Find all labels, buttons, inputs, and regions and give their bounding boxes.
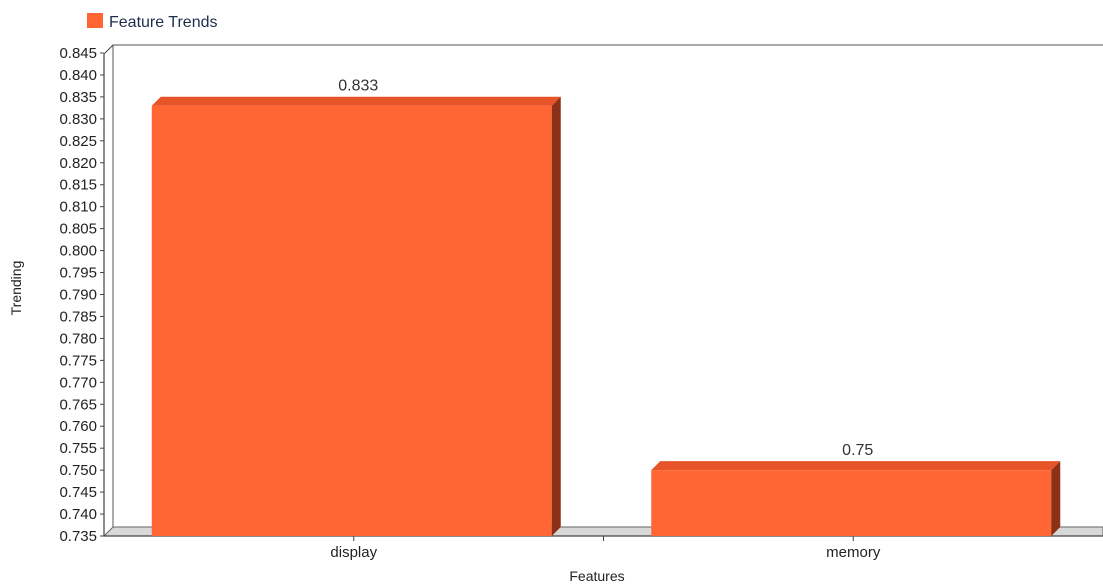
x-axis-ticks: display memory <box>330 536 881 561</box>
y-tick-label: 0.840 <box>59 67 97 84</box>
bar-value-label: 0.75 <box>842 442 873 459</box>
y-tick-label: 0.775 <box>59 352 97 369</box>
y-tick-label: 0.785 <box>59 308 97 325</box>
y-axis-title: Trending <box>8 261 24 316</box>
y-tick-label: 0.815 <box>59 177 97 194</box>
bar-value-label: 0.833 <box>338 78 378 95</box>
y-tick-label: 0.845 <box>59 45 97 62</box>
y-tick-label: 0.810 <box>59 199 97 216</box>
x-axis-title: Features <box>569 568 624 584</box>
bar-side <box>1051 461 1061 536</box>
y-tick-label: 0.805 <box>59 221 97 238</box>
y-tick-label: 0.735 <box>59 528 97 545</box>
x-tick-label: display <box>330 544 377 561</box>
y-tick-label: 0.780 <box>59 330 97 347</box>
y-tick-label: 0.790 <box>59 287 97 304</box>
bar <box>151 105 552 536</box>
y-tick-label: 0.795 <box>59 265 97 282</box>
legend-label: Feature Trends <box>109 14 218 31</box>
bar <box>651 470 1052 536</box>
y-tick-label: 0.755 <box>59 440 97 457</box>
x-tick-label: memory <box>826 544 881 561</box>
y-axis-ticks: 0.735 0.740 0.745 0.750 0.755 0.760 0.765 0.770… <box>59 45 104 545</box>
y-tick-label: 0.745 <box>59 484 97 501</box>
bars <box>151 96 1061 536</box>
legend-swatch <box>87 13 103 28</box>
y-tick-label: 0.765 <box>59 396 97 413</box>
bar-top <box>651 461 1061 471</box>
y-tick-label: 0.750 <box>59 462 97 479</box>
value-labels: 0.833 0.75 <box>338 78 873 459</box>
y-tick-label: 0.740 <box>59 506 97 523</box>
y-tick-label: 0.760 <box>59 418 97 435</box>
y-tick-label: 0.835 <box>59 89 97 106</box>
y-tick-label: 0.825 <box>59 133 97 150</box>
y-tick-label: 0.770 <box>59 374 97 391</box>
y-tick-label: 0.830 <box>59 111 97 128</box>
y-axis-cap <box>103 44 114 55</box>
y-tick-label: 0.820 <box>59 155 97 172</box>
y-tick-label: 0.800 <box>59 243 97 260</box>
bar-side <box>551 96 561 536</box>
legend[interactable]: Feature Trends <box>87 13 218 31</box>
bar-top <box>151 96 561 106</box>
